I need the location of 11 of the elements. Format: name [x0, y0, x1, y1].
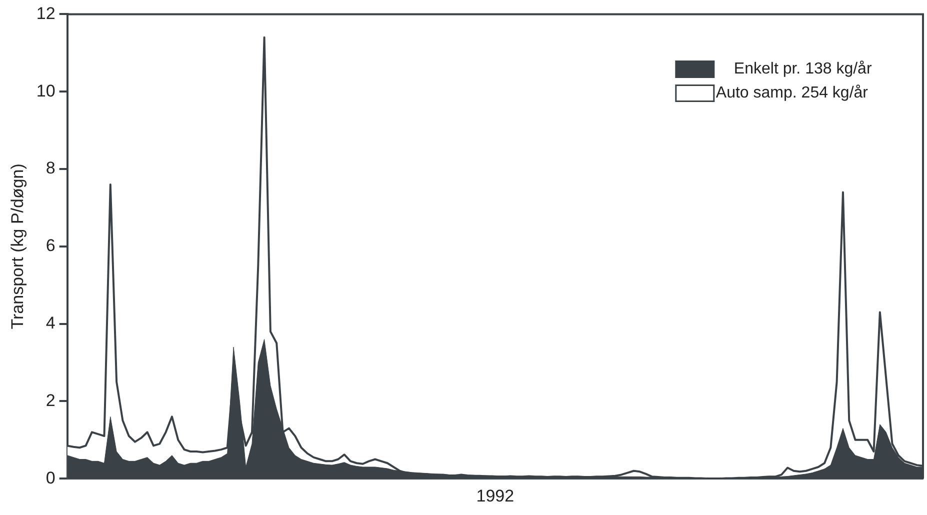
y-tick-label: 6 [46, 236, 56, 256]
y-tick-label: 4 [46, 313, 56, 332]
y-tick-label: 2 [46, 390, 56, 410]
y-tick-label: 10 [36, 81, 56, 100]
y-tick-label: 12 [36, 4, 56, 23]
y-tick-label: 8 [46, 158, 56, 178]
y-axis-title: Transport (kg P/døgn) [8, 164, 27, 330]
legend-label: Enkelt pr. 138 kg/år [734, 60, 872, 78]
legend-label: Auto samp. 254 kg/år [716, 84, 869, 102]
x-axis-title: 1992 [476, 486, 514, 506]
y-tick-label: 0 [46, 468, 56, 488]
